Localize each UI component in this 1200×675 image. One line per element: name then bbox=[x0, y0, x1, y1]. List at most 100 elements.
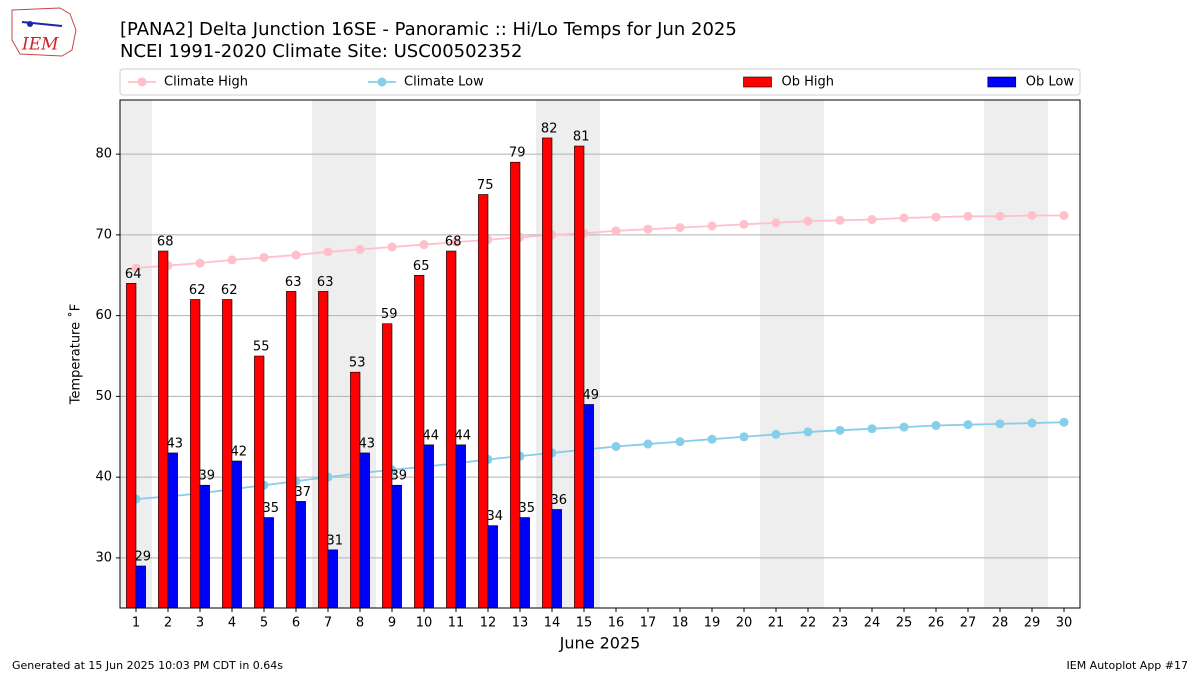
bar-value-label: 63 bbox=[285, 275, 302, 290]
legend-label: Climate High bbox=[164, 75, 248, 90]
bar bbox=[167, 452, 178, 609]
bar bbox=[231, 460, 242, 609]
point bbox=[995, 211, 1005, 221]
bar bbox=[574, 145, 585, 609]
point bbox=[739, 432, 749, 442]
x-tick-label: 30 bbox=[1056, 616, 1073, 631]
marks: 64 68 62 62 55 63 63 53 59 65 68 75 79 82 81 29 43 39 42 35… bbox=[125, 121, 1069, 609]
bar bbox=[487, 525, 498, 609]
bar bbox=[318, 291, 329, 609]
bar bbox=[263, 517, 274, 609]
bar-value-label: 29 bbox=[135, 550, 152, 565]
x-tick-label: 3 bbox=[196, 616, 204, 631]
line bbox=[135, 214, 1064, 269]
x-tick-label: 5 bbox=[260, 616, 268, 631]
point bbox=[899, 422, 909, 432]
point bbox=[131, 263, 141, 273]
bar-value-label: 81 bbox=[573, 130, 590, 145]
point bbox=[1059, 210, 1069, 220]
x-tick-label: 12 bbox=[480, 616, 497, 631]
point bbox=[771, 218, 781, 228]
point bbox=[675, 223, 685, 233]
x-tick-label: 23 bbox=[832, 616, 849, 631]
bar bbox=[542, 137, 553, 609]
chart-subtitle: NCEI 1991-2020 Climate Site: USC00502352 bbox=[120, 41, 522, 62]
y-axis-label: Temperature ˚F bbox=[68, 304, 84, 405]
bar-value-label: 82 bbox=[541, 121, 558, 136]
point bbox=[643, 439, 653, 449]
point bbox=[643, 224, 653, 234]
point bbox=[195, 258, 205, 268]
x-tick-label: 10 bbox=[416, 616, 433, 631]
bar bbox=[190, 299, 201, 609]
bar bbox=[391, 484, 402, 609]
x-tick-label: 1 bbox=[132, 616, 140, 631]
point bbox=[995, 419, 1005, 429]
point bbox=[963, 420, 973, 430]
chart-title: [PANA2] Delta Junction 16SE - Panoramic … bbox=[120, 19, 737, 40]
point bbox=[739, 219, 749, 229]
bar bbox=[359, 452, 370, 609]
x-tick-label: 20 bbox=[736, 616, 753, 631]
x-tick-label: 21 bbox=[768, 616, 785, 631]
x-tick-label: 25 bbox=[896, 616, 913, 631]
bar-value-label: 35 bbox=[519, 501, 536, 516]
point bbox=[323, 247, 333, 257]
bar bbox=[551, 509, 562, 609]
point bbox=[867, 424, 877, 434]
bar-value-label: 79 bbox=[509, 146, 526, 161]
point bbox=[227, 255, 237, 265]
x-tick-label: 22 bbox=[800, 616, 817, 631]
point bbox=[931, 420, 941, 430]
x-tick-label: 17 bbox=[640, 616, 657, 631]
bar bbox=[455, 444, 466, 609]
bar bbox=[519, 517, 530, 609]
bar-value-label: 68 bbox=[157, 235, 174, 250]
point bbox=[611, 226, 621, 236]
point bbox=[1027, 418, 1037, 428]
point bbox=[835, 425, 845, 435]
legend-label: Climate Low bbox=[404, 75, 484, 90]
point bbox=[1027, 210, 1037, 220]
bar-value-label: 42 bbox=[231, 445, 248, 460]
point bbox=[611, 441, 621, 451]
bar bbox=[382, 323, 393, 609]
bar-value-label: 59 bbox=[381, 307, 398, 322]
point bbox=[355, 244, 365, 254]
bar-value-label: 62 bbox=[189, 283, 206, 298]
bar-value-label: 68 bbox=[445, 235, 462, 250]
legend-swatch bbox=[987, 76, 1017, 88]
bar bbox=[254, 355, 265, 609]
y-tick-label: 70 bbox=[95, 227, 112, 242]
point bbox=[291, 250, 301, 260]
point bbox=[771, 429, 781, 439]
bar bbox=[199, 484, 210, 609]
x-tick-label: 6 bbox=[292, 616, 300, 631]
footer-left: Generated at 15 Jun 2025 10:03 PM CDT in… bbox=[12, 659, 283, 672]
bar-value-label: 75 bbox=[477, 178, 494, 193]
point bbox=[867, 215, 877, 225]
x-tick-label: 9 bbox=[388, 616, 396, 631]
x-tick-label: 24 bbox=[864, 616, 881, 631]
bar bbox=[327, 549, 338, 609]
legend-marker bbox=[377, 77, 387, 87]
bar-value-label: 43 bbox=[167, 436, 184, 451]
logo: IEM bbox=[11, 7, 77, 57]
x-tick-label: 28 bbox=[992, 616, 1009, 631]
bar-value-label: 34 bbox=[487, 509, 504, 524]
x-tick-label: 27 bbox=[960, 616, 977, 631]
x-tick-label: 29 bbox=[1024, 616, 1041, 631]
bar-value-label: 49 bbox=[583, 388, 600, 403]
point bbox=[803, 427, 813, 437]
plot-frame bbox=[119, 99, 1081, 609]
x-tick-label: 8 bbox=[356, 616, 364, 631]
point bbox=[1059, 417, 1069, 427]
point bbox=[419, 240, 429, 250]
legend-label: Ob Low bbox=[1026, 75, 1075, 90]
bar bbox=[295, 501, 306, 609]
point bbox=[835, 215, 845, 225]
bar bbox=[158, 250, 169, 609]
x-tick-label: 14 bbox=[544, 616, 561, 631]
